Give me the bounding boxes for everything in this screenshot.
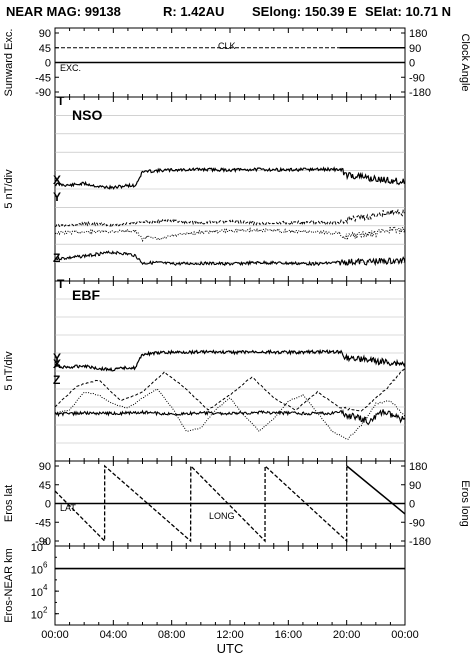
y-tick-exponent: 6	[43, 561, 48, 570]
series-t	[54, 166, 406, 190]
y-tick-label: -45	[35, 517, 51, 529]
series-z	[54, 409, 406, 426]
panel-p2: T XY Z NSO	[53, 94, 406, 282]
y2-tick-label: -90	[409, 517, 425, 529]
selong-label: SElong: 150.39 E	[252, 4, 357, 19]
panel-p3: T XYZ EBF	[53, 277, 406, 462]
series-label-long: LONG	[209, 511, 235, 521]
y-tick-base: 10	[31, 542, 43, 554]
y2-tick-label: 0	[409, 58, 415, 70]
mission-label: NEAR MAG: 99138	[6, 4, 121, 19]
y-axis-label: Eros-NEAR km	[3, 548, 15, 623]
panel-frame	[54, 545, 406, 626]
series-label-x: X	[53, 357, 61, 371]
y2-tick-label: -180	[409, 536, 431, 548]
panel-p1: 90 45 0 -45 -90 180 90 0 -90 -180 CLK EXC.	[35, 27, 431, 99]
panel-p4: 90 45 0 -45 -90 180 90 0 -90 -180 LAT LONG	[35, 460, 431, 548]
y-tick-base: 10	[31, 587, 43, 599]
y2-tick-label: 180	[409, 28, 427, 40]
y2-tick-label: 90	[409, 480, 421, 492]
y2-tick-label: 180	[409, 461, 427, 473]
y-tick-label: 10 4	[31, 583, 48, 599]
y-tick-label: 45	[39, 43, 51, 55]
y-tick-base: 10	[31, 565, 43, 577]
y-tick-label: 10 8	[31, 538, 48, 554]
y-tick-base: 10	[31, 610, 43, 622]
y-tick-exponent: 2	[43, 606, 48, 615]
series-label-z: Z	[53, 251, 60, 265]
series-long	[54, 464, 348, 543]
x-tick-label: 00:00	[391, 629, 419, 641]
series-x	[54, 367, 406, 412]
y-axis-label: 5 nT/div	[3, 351, 15, 391]
y-axis-label: 5 nT/div	[3, 169, 15, 209]
x-axis-label: UTC	[217, 641, 244, 656]
x-tick-label: 00:00	[41, 629, 69, 641]
series-label-clk: CLK	[218, 41, 236, 51]
panel-title: EBF	[72, 287, 100, 303]
x-tick-label: 20:00	[333, 629, 361, 641]
x-tick-label: 12:00	[216, 629, 244, 641]
y2-tick-label: -90	[409, 72, 425, 84]
y-tick-label: -90	[35, 536, 51, 548]
y-tick-label: 10 6	[31, 561, 48, 577]
x-tick-label: 04:00	[100, 629, 128, 641]
y-tick-exponent: 8	[43, 538, 48, 547]
series-label-exc: EXC.	[60, 63, 81, 73]
y-tick-label: 90	[39, 28, 51, 40]
series-x	[55, 209, 406, 228]
y-axis-label: Eros lat	[3, 485, 15, 522]
series-label-lat: LAT	[60, 503, 76, 513]
series-y	[54, 226, 406, 243]
series-label-t: T	[57, 277, 65, 291]
series-label-y: Y	[53, 190, 61, 204]
panel-title: NSO	[72, 107, 102, 123]
x-axis-group: 00:00 04:00 08:00 12:00 16:00 20:00 00:00 UTC	[41, 629, 419, 656]
y-tick-label: -90	[35, 87, 51, 99]
y-tick-label: 45	[39, 480, 51, 492]
y-axis-label: Sunward Exc.	[3, 29, 15, 97]
y-tick-label: 90	[39, 461, 51, 473]
y2-axis-label: Eros long	[459, 480, 471, 526]
y-tick-label: 0	[45, 58, 51, 70]
panels-group: 90 45 0 -45 -90 180 90 0 -90 -180 CLK EXC. Sunward E…	[3, 27, 471, 626]
y-tick-label: -45	[35, 72, 51, 84]
series-t	[54, 348, 406, 372]
x-tick-label: 08:00	[158, 629, 186, 641]
y2-axis-label: Clock Angle	[459, 33, 471, 91]
series-y	[54, 388, 406, 440]
series-label-y: Y	[53, 351, 61, 365]
series-z	[54, 250, 406, 267]
range-label: R: 1.42AU	[163, 4, 225, 19]
y-tick-label: 0	[45, 499, 51, 511]
series-label-z: Z	[53, 373, 60, 387]
y2-tick-label: 0	[409, 499, 415, 511]
selat-label: SElat: 10.71 N	[365, 4, 451, 19]
y-tick-label: 10 2	[31, 606, 48, 622]
series-label-x: X	[53, 173, 61, 187]
header-bar: NEAR MAG: 99138 R: 1.42AU SElong: 150.39…	[0, 0, 474, 22]
series-label-t: T	[57, 94, 65, 108]
y2-tick-label: -180	[409, 87, 431, 99]
x-tick-label: 16:00	[275, 629, 303, 641]
y2-tick-label: 90	[409, 43, 421, 55]
series-long-tail	[346, 465, 406, 515]
y-tick-exponent: 4	[43, 583, 48, 592]
